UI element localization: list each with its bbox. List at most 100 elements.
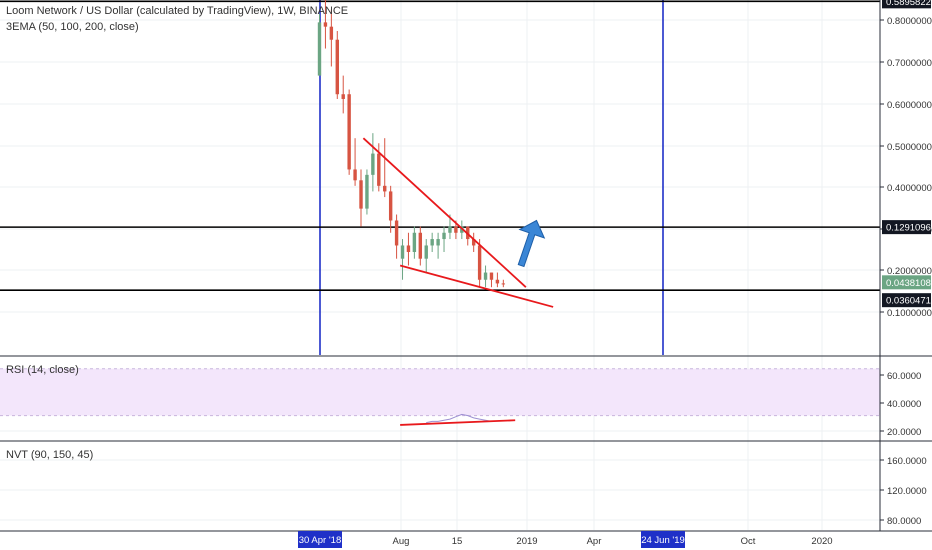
candle-body — [460, 226, 464, 233]
last-price-badge-text: 0.04381084 — [886, 278, 932, 289]
candle-body — [365, 174, 369, 209]
candle — [359, 169, 363, 227]
last-price-badge-bg — [882, 275, 931, 290]
nvt-tick-label: 80.0000 — [887, 516, 921, 527]
up-arrow-icon[interactable] — [509, 216, 549, 269]
trend-line[interactable] — [399, 264, 554, 308]
rsi-band-layer — [0, 368, 880, 417]
candle — [489, 272, 494, 288]
candle — [477, 239, 482, 288]
candle — [406, 232, 411, 266]
candle — [424, 239, 428, 273]
level-badge-bg — [882, 220, 931, 235]
time-axis[interactable]: Aug 15 2019 Apr Oct 2020 30 Apr '18 24 Jun '19 — [298, 531, 833, 548]
nvt-legend[interactable]: NVT (90, 150, 45) — [6, 449, 94, 461]
time-badge-text: 30 Apr '18 — [299, 535, 342, 546]
time-tick-label: Aug — [393, 536, 410, 547]
level-badge[interactable]: 0.58958224 — [882, 0, 932, 9]
candle-body — [483, 272, 488, 280]
last-price-badge[interactable]: 0.04381084 — [882, 275, 932, 290]
candle — [353, 138, 357, 186]
candle-body — [377, 153, 381, 186]
candle-body — [329, 26, 334, 40]
rsi-band — [0, 368, 880, 416]
time-badge[interactable]: 30 Apr '18 — [298, 531, 342, 548]
candle-body — [412, 232, 417, 253]
up-arrow-shape[interactable] — [509, 216, 549, 269]
candles — [317, 0, 506, 288]
candle-body — [477, 245, 482, 280]
candle-body — [371, 153, 375, 175]
candle-body — [424, 245, 428, 259]
candle — [371, 133, 375, 192]
level-badge[interactable]: 0.12910964 — [882, 220, 932, 235]
candle — [483, 265, 488, 288]
time-badge-bg — [641, 531, 685, 548]
pane-dividers — [0, 0, 932, 532]
candle-body — [418, 232, 423, 259]
candle — [430, 232, 434, 253]
level-badge-text: 0.12910964 — [886, 223, 932, 234]
candle-body — [317, 22, 322, 76]
candle-body — [341, 94, 345, 99]
candle — [418, 226, 423, 266]
nvt-tick-label: 120.0000 — [887, 486, 927, 497]
candle-body — [471, 239, 476, 246]
time-tick-label: Oct — [741, 536, 756, 547]
grid — [0, 0, 880, 530]
nvt-tick-label: 160.0000 — [887, 456, 927, 467]
rsi-series — [426, 413, 492, 424]
candle — [471, 232, 476, 253]
price-tick-label: 0.10000000 — [887, 308, 932, 319]
candle-body — [400, 245, 405, 259]
level-badge-bg — [882, 0, 931, 9]
level-badge-text: 0.03604711 — [886, 296, 932, 307]
rsi-tick-label: 40.0000 — [887, 399, 921, 410]
time-tick-label: 15 — [452, 536, 463, 547]
trend-lines — [362, 137, 554, 426]
candle-body — [436, 239, 440, 246]
vertical-lines — [319, 0, 664, 355]
candle-body — [448, 226, 452, 233]
candle — [442, 226, 446, 253]
candle-body — [501, 283, 506, 285]
rsi-trend-line[interactable] — [400, 419, 516, 426]
candle — [383, 138, 387, 198]
time-tick-label: 2020 — [811, 536, 832, 547]
rsi-tick-label: 60.0000 — [887, 371, 921, 382]
level-badge[interactable]: 0.03604711 — [882, 293, 932, 308]
candle — [317, 13, 322, 76]
candle — [495, 272, 500, 288]
time-badge-bg — [298, 531, 342, 548]
candle — [436, 232, 440, 259]
time-tick-label: 2019 — [516, 536, 537, 547]
level-badge-bg — [882, 293, 931, 308]
horizontal-lines — [0, 0, 880, 291]
candle — [323, 0, 328, 49]
candle — [329, 9, 334, 67]
candle-body — [323, 22, 328, 27]
candle-body — [359, 180, 363, 209]
candle-body — [335, 39, 339, 95]
indicator-legend[interactable]: 3EMA (50, 100, 200, close) — [6, 21, 139, 33]
time-badge-text: 24 Jun '19 — [641, 535, 685, 546]
trend-line[interactable] — [362, 137, 527, 288]
candle — [341, 75, 345, 114]
time-badge[interactable]: 24 Jun '19 — [641, 531, 685, 548]
candle-body — [388, 191, 393, 221]
candle — [412, 226, 417, 259]
rsi-tick-label: 20.0000 — [887, 427, 921, 438]
candle — [501, 279, 506, 288]
arrow-layer — [509, 216, 549, 269]
candle — [388, 185, 393, 233]
candle — [347, 89, 351, 175]
chart-title: Loom Network / US Dollar (calculated by … — [6, 5, 349, 17]
rsi-legend[interactable]: RSI (14, close) — [6, 364, 79, 376]
candle — [400, 239, 405, 280]
